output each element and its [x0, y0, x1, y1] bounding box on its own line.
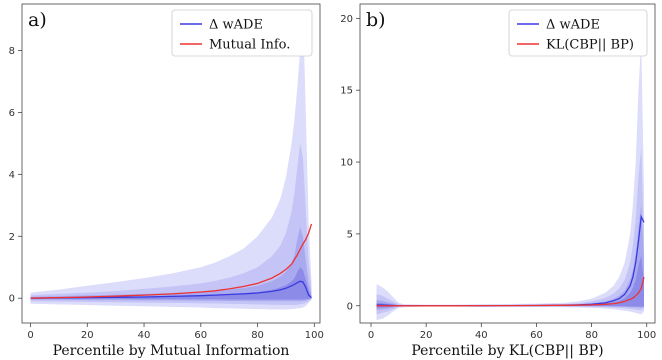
- legend: Δ wADE KL(CBP|| BP): [508, 9, 648, 57]
- confidence-band-outer: [376, 39, 644, 321]
- chart-panel-b: 0 20 40 60 80 100 0 5 10 15 20 Percentile by KL(CBP…: [340, 3, 656, 359]
- x-axis-label: Percentile by KL(CBP|| BP): [411, 343, 603, 359]
- x-axis-label: Percentile by Mutual Information: [53, 343, 290, 359]
- legend-box: [508, 9, 648, 57]
- panel-label: a): [28, 9, 47, 31]
- plot-frame: [21, 3, 321, 324]
- x-tick-label: 40: [475, 330, 488, 341]
- panel-label: b): [366, 9, 386, 31]
- legend-entry: Δ wADE: [209, 18, 263, 33]
- y-tick-label: 8: [9, 46, 15, 57]
- y-tick-label: 0: [9, 294, 15, 305]
- y-tick-label: 5: [347, 229, 353, 240]
- y-tick-label: 0: [347, 301, 353, 312]
- x-tick-label: 80: [585, 330, 598, 341]
- plot-frame: [359, 3, 656, 324]
- x-tick-label: 100: [305, 330, 324, 341]
- y-tick-label: 15: [340, 86, 353, 97]
- x-tick-label: 0: [368, 330, 374, 341]
- y-tick-label: 6: [9, 108, 15, 119]
- x-tick-label: 80: [251, 330, 264, 341]
- legend: Δ wADE Mutual Info.: [171, 9, 313, 57]
- y-tick-label: 10: [340, 158, 353, 169]
- series-line-delta-wade: [376, 214, 645, 307]
- chart-panel-a: 0 20 40 60 80 100 0 2 4 6 8 Percentile by Mutual In…: [9, 3, 324, 359]
- series-line-mutual-info: [30, 223, 313, 299]
- x-tick-label: 0: [27, 330, 33, 341]
- x-tick-label: 100: [637, 330, 656, 341]
- y-tick-label: 2: [9, 232, 15, 243]
- confidence-band-core: [30, 267, 312, 300]
- legend-box: [171, 9, 313, 57]
- series-line-kl: [376, 276, 645, 307]
- confidence-band-mid: [376, 147, 644, 315]
- x-tick-label: 60: [194, 330, 207, 341]
- x-tick-label: 60: [530, 330, 543, 341]
- plot-area: [376, 39, 645, 321]
- y-tick-label: 4: [9, 170, 15, 181]
- series-line-delta-wade: [30, 280, 312, 299]
- x-tick-label: 40: [138, 330, 151, 341]
- y-tick-label: 20: [340, 14, 353, 25]
- legend-entry: Mutual Info.: [209, 38, 290, 53]
- x-tick-label: 20: [81, 330, 94, 341]
- legend-entry: Δ wADE: [546, 18, 600, 33]
- plot-area: [30, 10, 313, 310]
- x-tick-label: 20: [420, 330, 433, 341]
- legend-entry: KL(CBP|| BP): [546, 38, 634, 53]
